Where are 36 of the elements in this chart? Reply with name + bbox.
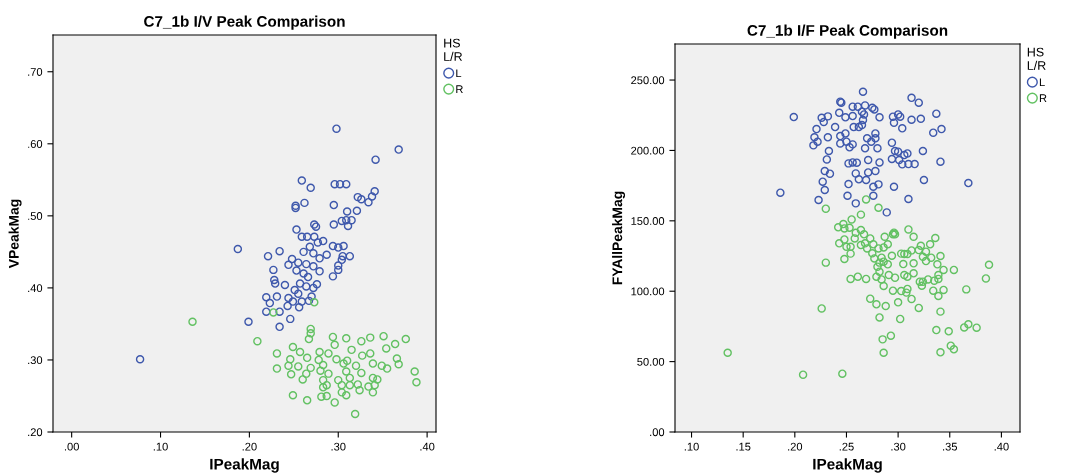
y-tick-label: .70 bbox=[28, 68, 43, 76]
x-tick-label: .20 bbox=[242, 442, 257, 451]
y-tick-label: .50 bbox=[28, 212, 43, 220]
y-tick-label: 150.00 bbox=[631, 217, 665, 225]
x-tick-label: .40 bbox=[994, 442, 1009, 451]
legend-title: HS L/R bbox=[444, 38, 463, 61]
y-tick-label: 200.00 bbox=[631, 146, 665, 155]
chart-title: C7_1b I/F Peak Comparison bbox=[747, 24, 948, 39]
x-tick-label: .25 bbox=[839, 442, 854, 451]
y-tick-label: .30 bbox=[28, 356, 43, 365]
legend-label: R bbox=[1039, 94, 1047, 102]
y-tick-label: 50.00 bbox=[637, 357, 665, 366]
y-tick-label: 250.00 bbox=[631, 76, 665, 85]
x-tick-label: .20 bbox=[788, 442, 803, 451]
legend-title: HS L/R bbox=[1027, 47, 1046, 70]
y-tick-label: .00 bbox=[650, 428, 665, 437]
y-axis-title: FYAllPeakMag bbox=[612, 191, 626, 285]
x-tick-label: .10 bbox=[153, 442, 168, 451]
x-tick-label: .10 bbox=[684, 442, 699, 451]
legend-label: R bbox=[456, 85, 463, 93]
x-tick-label: .30 bbox=[891, 442, 906, 451]
x-axis-title: IPeakMag bbox=[813, 458, 882, 473]
x-tick-label: .15 bbox=[736, 442, 751, 451]
y-tick-label: .40 bbox=[28, 284, 43, 293]
x-axis-title: IPeakMag bbox=[210, 458, 279, 473]
x-tick-label: .00 bbox=[64, 442, 79, 451]
x-tick-label: .30 bbox=[331, 442, 346, 451]
y-tick-label: 100.00 bbox=[631, 287, 665, 296]
y-axis-title: VPeakMag bbox=[8, 199, 22, 269]
y-tick-label: .20 bbox=[28, 428, 43, 437]
chart-title: C7_1b I/V Peak Comparison bbox=[144, 15, 345, 30]
x-tick-label: .35 bbox=[943, 442, 958, 451]
x-tick-label: .40 bbox=[420, 442, 435, 451]
y-tick-label: .60 bbox=[28, 140, 43, 148]
legend-label: L bbox=[1039, 78, 1045, 87]
legend-label: L bbox=[456, 69, 462, 78]
